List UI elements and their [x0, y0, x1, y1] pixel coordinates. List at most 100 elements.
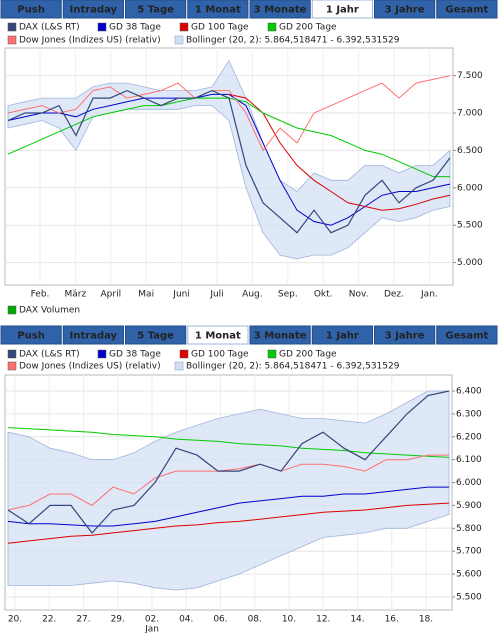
tab-background	[62, 325, 124, 345]
tab[interactable]: 5 Tage	[125, 0, 187, 19]
tab-background	[62, 0, 124, 19]
tab[interactable]: 1 Jahr	[311, 0, 373, 19]
y-tick-label: 6.300	[456, 409, 482, 419]
tab-label: Push	[17, 5, 45, 16]
tab[interactable]: 3 Jahre	[374, 325, 436, 345]
tab[interactable]: 3 Jahre	[374, 0, 436, 19]
tab[interactable]: 1 Monat	[187, 0, 249, 19]
tab-label: 1 Monat	[195, 331, 241, 342]
tab-label: 3 Monate	[254, 331, 307, 342]
x-tick-label: Nov.	[349, 290, 369, 300]
tab-background	[374, 325, 436, 345]
tab[interactable]: Intraday	[62, 0, 124, 19]
y-tick-label: 5.700	[456, 547, 482, 557]
tab[interactable]: Push	[0, 325, 62, 345]
x-tick-label: April	[101, 290, 122, 300]
tab[interactable]: 3 Monate	[249, 0, 311, 19]
x-tick-label: 29.	[111, 615, 125, 625]
legend-label: GD 38 Tage	[109, 23, 161, 33]
legend-label: GD 200 Tage	[279, 23, 337, 33]
legend-swatch	[7, 35, 17, 45]
x-tick-label: 14.	[350, 615, 364, 625]
legend-swatch	[7, 22, 17, 32]
series-line	[7, 75, 451, 152]
legend-label: Bollinger (20, 2): 5.864,518471 - 6.392,…	[186, 362, 400, 372]
y-tick-label: 7.000	[457, 109, 483, 119]
tab-background	[187, 0, 249, 19]
tab-background	[0, 0, 62, 19]
tab-label: Gesamt	[445, 5, 488, 16]
tab-label: 5 Tage	[137, 5, 174, 16]
tab[interactable]: 5 Tage	[125, 325, 187, 345]
series-line	[228, 93, 451, 211]
legend-swatch	[7, 361, 17, 371]
legend-label: GD 200 Tage	[279, 350, 337, 360]
legend-label: DAX Volumen	[19, 306, 80, 316]
tab[interactable]: 3 Monate	[249, 325, 311, 345]
x-tick-label: 16.	[385, 615, 399, 625]
tab-label: 1 Jahr	[326, 331, 359, 342]
tab-background	[249, 0, 311, 19]
tab[interactable]: Gesamt	[436, 325, 498, 345]
legend-label: Dow Jones (Indizes US) (relativ)	[19, 362, 161, 372]
legend-swatch	[174, 361, 184, 371]
legend-label: DAX (L&S RT)	[19, 350, 80, 360]
legend-swatch	[179, 22, 189, 32]
y-tick-label: 5.500	[456, 592, 482, 602]
tab-label: 5 Tage	[137, 331, 174, 342]
y-tick-label: 5.600	[456, 570, 482, 580]
tab-label: Intraday	[70, 5, 118, 16]
y-tick-label: 6.400	[456, 387, 482, 397]
legend-swatch	[267, 22, 277, 32]
tab[interactable]: 1 Monat	[187, 325, 249, 345]
series-line	[7, 502, 450, 544]
tab-background	[125, 325, 187, 345]
tab-background	[436, 0, 498, 19]
x-tick-label: Dez.	[384, 290, 404, 300]
legend-swatch	[97, 349, 107, 359]
tab-background	[125, 0, 187, 19]
bollinger-band	[7, 390, 450, 591]
x-tick-label: Juni	[172, 290, 190, 300]
x-tick-label: Okt.	[314, 290, 333, 300]
x-tick-label: 10.	[282, 615, 296, 625]
x-tick-label: 12.	[316, 615, 330, 625]
tab-label: 3 Jahre	[385, 331, 425, 342]
tab-label: 3 Jahre	[385, 5, 425, 16]
x-tick-label: 08.	[248, 615, 262, 625]
legend-label: DAX (L&S RT)	[19, 23, 80, 33]
y-tick-label: 5.900	[456, 501, 482, 511]
legend-swatch	[97, 22, 107, 32]
tab-label: 1 Jahr	[326, 5, 359, 16]
x-sublabel: Jan	[144, 625, 159, 634]
y-tick-label: 5.000	[457, 258, 483, 268]
tab[interactable]: Gesamt	[436, 0, 498, 19]
legend-swatch	[174, 35, 184, 45]
series-line	[7, 427, 450, 458]
tab-background	[311, 325, 373, 345]
legend-label: GD 100 Tage	[191, 23, 249, 33]
legend-swatch	[179, 349, 189, 359]
tab-label: Push	[17, 331, 45, 342]
tab-label: Gesamt	[445, 331, 488, 342]
legend-label: Bollinger (20, 2): 5.864,518471 - 6.392,…	[186, 36, 400, 46]
tab[interactable]: Intraday	[62, 325, 124, 345]
tab-background	[0, 325, 62, 345]
x-tick-label: Sep.	[278, 290, 298, 300]
tab[interactable]: 1 Jahr	[311, 325, 373, 345]
y-tick-label: 6.000	[457, 183, 483, 193]
tab-background	[249, 325, 311, 345]
tab[interactable]: Push	[0, 0, 62, 19]
legend-swatch	[7, 349, 17, 359]
series-line	[7, 486, 449, 527]
y-tick-label: 6.000	[456, 478, 482, 488]
y-tick-label: 5.500	[457, 221, 483, 231]
y-tick-label: 6.100	[456, 455, 482, 465]
x-tick-label: 04.	[179, 615, 193, 625]
x-tick-label: Feb.	[31, 290, 50, 300]
x-tick-label: 22.	[42, 615, 56, 625]
x-tick-label: März	[65, 290, 87, 300]
x-tick-label: Aug.	[242, 290, 262, 300]
legend-label: GD 100 Tage	[191, 350, 249, 360]
x-tick-label: 20.	[8, 615, 22, 625]
